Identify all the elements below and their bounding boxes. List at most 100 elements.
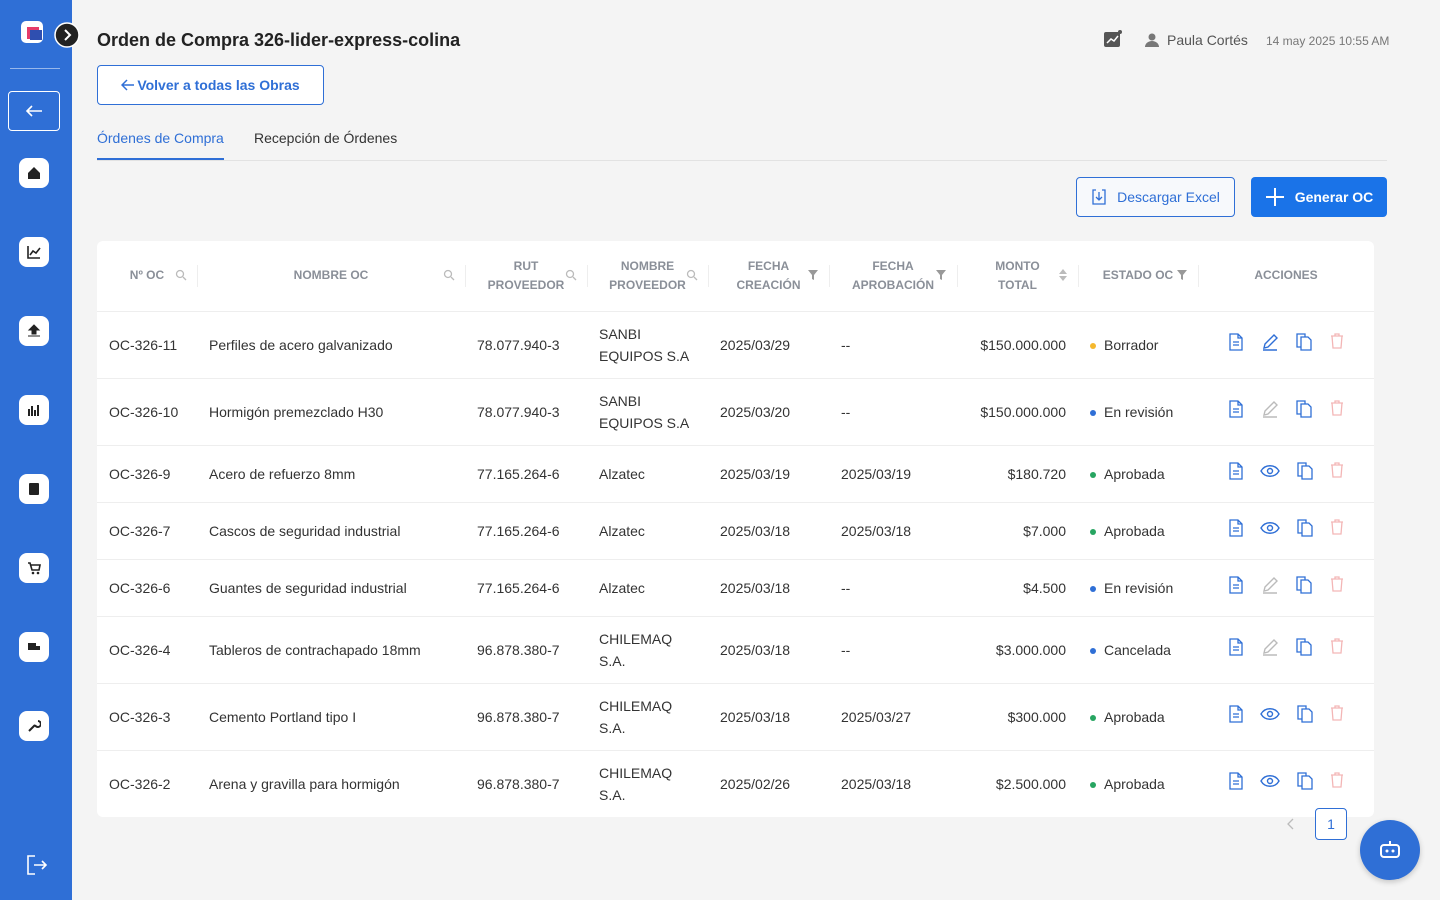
search-icon[interactable]: [565, 269, 577, 281]
duplicate-order[interactable]: [1296, 461, 1314, 486]
view-pdf[interactable]: [1228, 637, 1244, 662]
cell: Cascos de seguridad industrial: [197, 501, 465, 559]
nav-tools[interactable]: [19, 711, 49, 741]
edit-order[interactable]: [1261, 333, 1279, 357]
view-pdf[interactable]: [1228, 771, 1244, 796]
cell: Borrador: [1078, 310, 1198, 378]
sort-icon[interactable]: [1058, 268, 1068, 282]
nav-report[interactable]: [19, 395, 49, 425]
cell-text: Cemento Portland tipo I: [209, 708, 357, 725]
delete-order[interactable]: [1330, 332, 1344, 357]
nav-cart[interactable]: [19, 553, 49, 583]
cell: Alzatec: [587, 444, 708, 502]
duplicate-order[interactable]: [1296, 518, 1314, 543]
view-pdf[interactable]: [1228, 399, 1244, 424]
column-header[interactable]: MONTO TOTAL: [957, 241, 1078, 311]
filter-icon[interactable]: [1176, 269, 1188, 281]
delete-order[interactable]: [1330, 518, 1344, 543]
cell-text: $4.500: [1023, 579, 1066, 596]
download-excel-button[interactable]: Descargar Excel: [1076, 177, 1235, 217]
column-header[interactable]: NOMBRE OC: [197, 241, 465, 311]
filter-icon[interactable]: [935, 269, 947, 281]
status-dot: [1090, 647, 1096, 654]
column-title: NOMBRE PROVEEDOR: [609, 258, 686, 292]
cell-text: 2025/03/18: [720, 522, 791, 539]
logout[interactable]: [26, 854, 48, 876]
duplicate-order[interactable]: [1295, 399, 1313, 424]
cell: $150.000.000: [957, 377, 1078, 445]
nav-upload[interactable]: [19, 316, 49, 346]
column-header[interactable]: NOMBRE PROVEEDOR: [587, 241, 708, 311]
cell-text: $150.000.000: [980, 403, 1066, 420]
cell: 77.165.264-6: [465, 444, 587, 502]
delete-order[interactable]: [1330, 637, 1344, 662]
column-header[interactable]: RUT PROVEEDOR: [465, 241, 587, 311]
duplicate-order[interactable]: [1295, 575, 1313, 600]
cell-text: OC-326-7: [109, 522, 171, 539]
user-menu[interactable]: Paula Cortés: [1145, 32, 1248, 48]
view-order[interactable]: [1260, 462, 1280, 486]
tab[interactable]: Órdenes de Compra: [97, 130, 224, 160]
cell-text: $7.000: [1023, 522, 1066, 539]
search-icon[interactable]: [686, 269, 698, 281]
filter-icon[interactable]: [807, 269, 819, 281]
cell-text: 2025/03/18: [841, 522, 912, 539]
column-header[interactable]: FECHA CREACIÓN: [708, 241, 829, 311]
logo: [21, 21, 43, 43]
nav-invoice[interactable]: [19, 474, 49, 504]
sidebar-back[interactable]: [8, 91, 60, 131]
duplicate-order[interactable]: [1296, 771, 1314, 796]
cell: Acero de refuerzo 8mm: [197, 444, 465, 502]
delete-order[interactable]: [1330, 461, 1344, 486]
column-header[interactable]: Nº OC: [97, 241, 197, 311]
order-row: OC-326-9 Acero de refuerzo 8mm 77.165.264-…: [97, 444, 1374, 502]
delete-order[interactable]: [1330, 771, 1344, 796]
view-pdf[interactable]: [1228, 332, 1244, 357]
edit-order[interactable]: [1261, 576, 1279, 600]
analytics-icon[interactable]: [1103, 29, 1123, 49]
view-order[interactable]: [1260, 772, 1280, 796]
column-header[interactable]: ESTADO OC: [1078, 241, 1198, 311]
cell: --: [829, 310, 957, 378]
generate-oc-button[interactable]: Generar OC: [1251, 177, 1387, 217]
cell-text: 2025/03/18: [720, 579, 791, 596]
page-title: Orden de Compra 326-lider-express-colina: [97, 30, 461, 50]
view-pdf[interactable]: [1228, 704, 1244, 729]
cell-text: --: [841, 579, 851, 596]
cell-text: Aprobada: [1104, 775, 1165, 792]
assistant-button[interactable]: [1360, 820, 1420, 880]
delete-order[interactable]: [1330, 704, 1344, 729]
cell-text: Cancelada: [1104, 641, 1171, 658]
view-order[interactable]: [1260, 705, 1280, 729]
view-order[interactable]: [1260, 519, 1280, 543]
tab[interactable]: Recepción de Órdenes: [254, 130, 398, 146]
view-pdf[interactable]: [1228, 461, 1244, 486]
cell-text: $180.720: [1007, 465, 1066, 482]
search-icon[interactable]: [443, 269, 455, 281]
duplicate-order[interactable]: [1295, 332, 1313, 357]
search-icon[interactable]: [175, 269, 187, 281]
cell: $2.500.000: [957, 749, 1078, 817]
prev-page[interactable]: [1286, 818, 1296, 830]
cell-text: --: [841, 641, 851, 658]
nav-truck[interactable]: [19, 632, 49, 662]
edit-order[interactable]: [1261, 638, 1279, 662]
cell-text: 77.165.264-6: [477, 522, 560, 539]
duplicate-order[interactable]: [1296, 704, 1314, 729]
back-button[interactable]: Volver a todas las Obras: [97, 65, 324, 105]
view-pdf[interactable]: [1228, 575, 1244, 600]
actions-cell: [1198, 444, 1374, 502]
nav-home[interactable]: [19, 158, 49, 188]
collapse-toggle[interactable]: [54, 22, 82, 50]
cell-text: $300.000: [1007, 708, 1066, 725]
delete-order[interactable]: [1330, 399, 1344, 424]
duplicate-order[interactable]: [1295, 637, 1313, 662]
order-row: OC-326-4 Tableros de contrachapado 18mm 96…: [97, 615, 1374, 683]
page-number[interactable]: 1: [1315, 808, 1347, 840]
nav-chart[interactable]: [19, 237, 49, 267]
edit-order[interactable]: [1261, 400, 1279, 424]
column-header[interactable]: FECHA APROBACIÓN: [829, 241, 957, 311]
delete-order[interactable]: [1330, 575, 1344, 600]
cell: CHILEMAQ S.A.: [587, 682, 708, 750]
view-pdf[interactable]: [1228, 518, 1244, 543]
